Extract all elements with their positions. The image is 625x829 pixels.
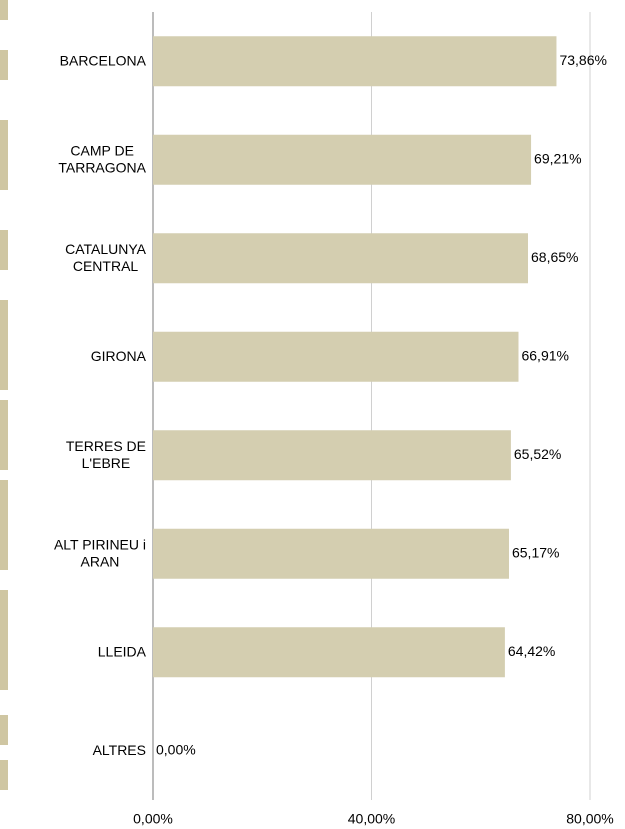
x-tick-label: 80,00% xyxy=(566,811,613,827)
y-tick-label-line: CATALUNYA xyxy=(65,240,147,256)
value-label: 73,86% xyxy=(559,52,606,68)
y-tick-label: TERRES DE L'EBRE xyxy=(66,437,146,470)
y-tick-label-line: ALT PIRINEU i xyxy=(54,536,146,552)
bar xyxy=(153,36,557,87)
y-tick-label: ALTRES xyxy=(93,741,146,757)
y-tick-label-line: L'EBRE xyxy=(82,454,131,470)
y-tick-label-line: LLEIDA xyxy=(98,643,147,659)
bar xyxy=(153,233,529,284)
bar xyxy=(153,430,511,481)
value-label: 66,91% xyxy=(521,347,568,363)
left-edge-artifacts xyxy=(0,0,8,790)
y-tick-label-line: BARCELONA xyxy=(60,52,147,68)
y-tick-label-line: ARAN xyxy=(81,553,120,569)
bar xyxy=(153,627,505,678)
bar xyxy=(153,134,532,185)
x-tick-label: 0,00% xyxy=(133,811,173,827)
value-label: 65,17% xyxy=(512,544,559,560)
value-label: 64,42% xyxy=(508,643,555,659)
y-tick-label-line: TERRES DE xyxy=(66,437,146,453)
y-tick-label: CATALUNYA CENTRAL xyxy=(65,240,147,273)
y-tick-label: BARCELONA xyxy=(60,52,147,68)
bar xyxy=(153,528,509,579)
y-tick-label-line: TARRAGONA xyxy=(58,159,146,175)
value-label: 69,21% xyxy=(534,150,581,166)
value-label: 65,52% xyxy=(514,446,561,462)
x-tick-label: 40,00% xyxy=(348,811,395,827)
y-tick-label-line: GIRONA xyxy=(91,347,147,363)
y-tick-label-line: CAMP DE xyxy=(70,142,134,158)
y-tick-label-line: ALTRES xyxy=(93,741,146,757)
y-tick-label-line: CENTRAL xyxy=(73,257,139,273)
bar xyxy=(153,331,519,382)
y-tick-label: ALT PIRINEU i ARAN xyxy=(54,536,146,569)
y-tick-label: CAMP DE TARRAGONA xyxy=(58,142,146,175)
value-label: 68,65% xyxy=(531,249,578,265)
y-tick-label: GIRONA xyxy=(91,347,147,363)
y-tick-label: LLEIDA xyxy=(98,643,147,659)
value-label: 0,00% xyxy=(156,741,196,757)
